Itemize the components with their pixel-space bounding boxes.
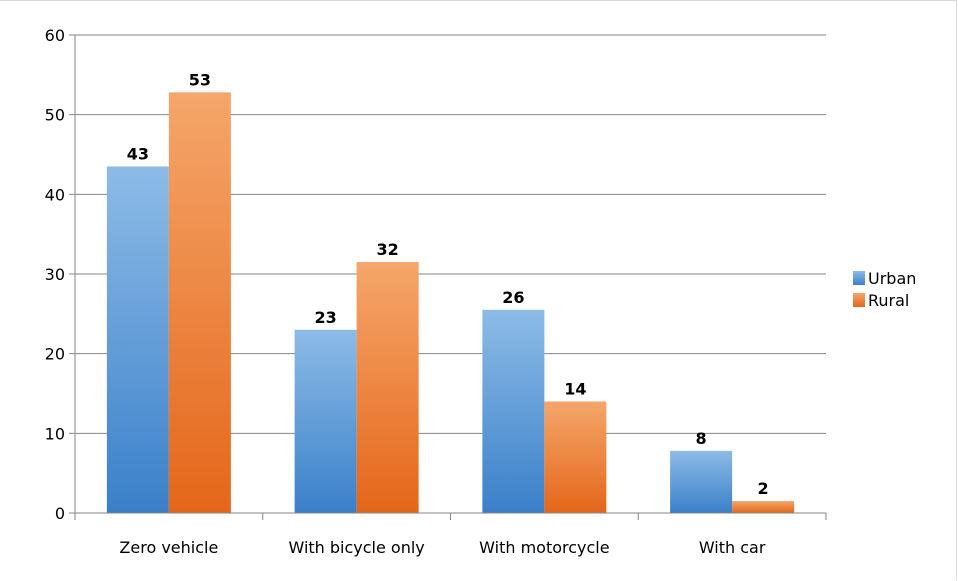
y-tick-label-60: 60 xyxy=(45,26,65,45)
data-label-urban-zero-vehicle: 43 xyxy=(127,144,149,163)
y-tick-label-0: 0 xyxy=(55,504,65,523)
data-label-urban-with-car: 8 xyxy=(696,429,707,448)
bar-urban-with-bicycle-only xyxy=(294,329,357,513)
data-label-urban-with-bicycle-only: 23 xyxy=(314,308,336,327)
axes xyxy=(69,34,827,520)
y-tick-label-40: 40 xyxy=(45,185,65,204)
labels: 0 10 20 30 40 50 60 43 53 Zero vehicle 23 32 With bi… xyxy=(45,26,769,557)
y-tick-label-30: 30 xyxy=(45,265,65,284)
x-tick-label-with-motorcycle: With motorcycle xyxy=(479,538,609,557)
legend-swatch-rural xyxy=(853,293,865,307)
legend-swatch-urban xyxy=(853,271,865,285)
bar-rural-zero-vehicle xyxy=(168,92,231,514)
bar-urban-with-motorcycle xyxy=(482,309,545,513)
legend-label-rural: Rural xyxy=(868,291,909,310)
data-label-rural-with-bicycle-only: 32 xyxy=(376,240,398,259)
y-tick-label-10: 10 xyxy=(45,424,65,443)
y-tick-label-20: 20 xyxy=(45,345,65,364)
legend: Urban Rural xyxy=(853,269,916,310)
data-label-rural-with-motorcycle: 14 xyxy=(564,379,586,398)
x-tick-label-with-car: With car xyxy=(699,538,766,557)
bar-rural-with-bicycle-only xyxy=(356,262,419,513)
y-tick-label-50: 50 xyxy=(45,106,65,125)
gridlines xyxy=(75,34,826,434)
bar-urban-with-car xyxy=(670,450,733,513)
data-label-rural-zero-vehicle: 53 xyxy=(189,70,211,89)
x-tick-label-zero-vehicle: Zero vehicle xyxy=(119,538,218,557)
bars xyxy=(106,92,795,514)
bar-urban-zero-vehicle xyxy=(106,166,169,513)
x-tick-label-with-bicycle-only: With bicycle only xyxy=(288,538,424,557)
data-label-rural-with-car: 2 xyxy=(758,479,769,498)
data-label-urban-with-motorcycle: 26 xyxy=(502,288,524,307)
bar-rural-with-motorcycle xyxy=(544,401,607,513)
legend-label-urban: Urban xyxy=(868,269,916,288)
bar-rural-with-car xyxy=(732,501,795,513)
